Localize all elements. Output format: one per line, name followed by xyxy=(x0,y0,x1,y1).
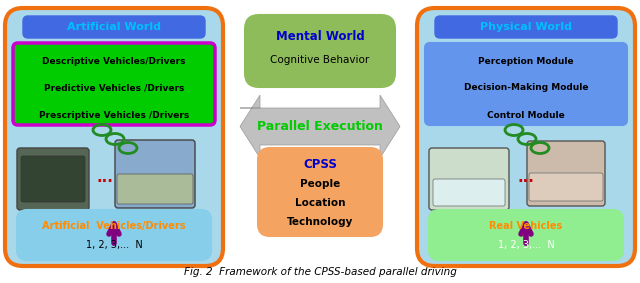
Text: People: People xyxy=(300,179,340,189)
FancyBboxPatch shape xyxy=(13,43,215,125)
Text: 1, 2, 3,...  N: 1, 2, 3,... N xyxy=(86,240,142,250)
Text: ...: ... xyxy=(518,170,534,185)
FancyBboxPatch shape xyxy=(433,179,505,206)
Text: Mental World: Mental World xyxy=(276,31,364,44)
FancyBboxPatch shape xyxy=(435,16,617,38)
Text: Control Module: Control Module xyxy=(487,110,565,119)
FancyBboxPatch shape xyxy=(23,16,205,38)
Text: Artificial World: Artificial World xyxy=(67,22,161,32)
FancyBboxPatch shape xyxy=(245,15,395,87)
Polygon shape xyxy=(240,95,400,158)
FancyBboxPatch shape xyxy=(258,148,382,236)
FancyBboxPatch shape xyxy=(425,43,627,125)
FancyBboxPatch shape xyxy=(5,8,223,266)
Text: ...: ... xyxy=(97,170,113,185)
Text: Location: Location xyxy=(295,198,345,208)
Text: Fig. 2  Framework of the CPSS-based parallel driving: Fig. 2 Framework of the CPSS-based paral… xyxy=(184,267,456,277)
Text: Prescriptive Vehicles /Drivers: Prescriptive Vehicles /Drivers xyxy=(39,110,189,119)
Text: CPSS: CPSS xyxy=(303,158,337,171)
Text: Predictive Vehicles /Drivers: Predictive Vehicles /Drivers xyxy=(44,83,184,93)
Text: Perception Module: Perception Module xyxy=(478,57,574,65)
Text: Artificial  Vehicles/Drivers: Artificial Vehicles/Drivers xyxy=(42,221,186,231)
FancyBboxPatch shape xyxy=(117,174,193,204)
FancyBboxPatch shape xyxy=(115,140,195,208)
FancyBboxPatch shape xyxy=(429,210,623,260)
FancyBboxPatch shape xyxy=(529,173,603,201)
Text: Technology: Technology xyxy=(287,217,353,227)
FancyBboxPatch shape xyxy=(17,210,211,260)
FancyBboxPatch shape xyxy=(21,156,85,202)
Text: Real Vehicles: Real Vehicles xyxy=(490,221,563,231)
Text: Physical World: Physical World xyxy=(480,22,572,32)
Text: Descriptive Vehicles/Drivers: Descriptive Vehicles/Drivers xyxy=(42,57,186,65)
Text: Cognitive Behavior: Cognitive Behavior xyxy=(270,55,370,65)
FancyBboxPatch shape xyxy=(429,148,509,210)
FancyBboxPatch shape xyxy=(17,148,89,210)
Text: Parallel Execution: Parallel Execution xyxy=(257,119,383,132)
FancyBboxPatch shape xyxy=(527,141,605,206)
FancyBboxPatch shape xyxy=(417,8,635,266)
Text: 1, 2, 3,...  N: 1, 2, 3,... N xyxy=(498,240,554,250)
Text: Decision-Making Module: Decision-Making Module xyxy=(464,83,588,93)
